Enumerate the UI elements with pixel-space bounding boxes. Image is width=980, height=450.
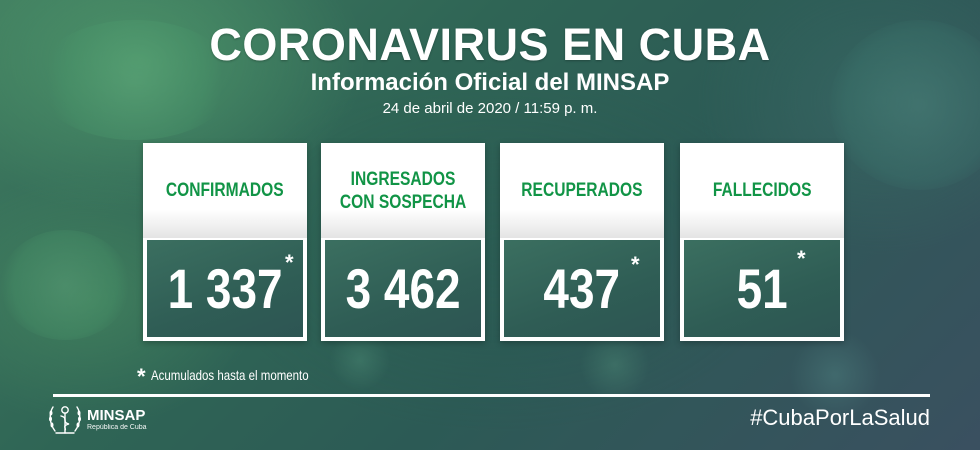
- card-label: CONFIRMADOS: [166, 180, 284, 201]
- minsap-emblem-icon: [49, 406, 81, 434]
- footnote-text: Acumulados hasta el momento: [151, 367, 310, 383]
- card-label: RECUPERADOS: [521, 180, 643, 201]
- virus-illustration: [0, 230, 130, 340]
- card-label: INGRESADOS CON SOSPECHA: [340, 168, 466, 214]
- stat-card-recuperados: RECUPERADOS 437 *: [500, 143, 664, 341]
- card-value-panel: 3 462: [325, 240, 481, 337]
- card-label-line: CON SOSPECHA: [339, 191, 467, 213]
- stat-card-fallecidos: FALLECIDOS 51 *: [680, 143, 844, 341]
- card-header: CONFIRMADOS: [143, 143, 307, 238]
- card-value: 437: [543, 256, 621, 320]
- stat-card-ingresados: INGRESADOS CON SOSPECHA 3 462: [321, 143, 485, 341]
- card-value-panel: 437 *: [504, 240, 660, 337]
- card-header: FALLECIDOS: [680, 143, 844, 238]
- footnote: * Acumulados hasta el momento: [137, 364, 344, 390]
- hashtag: #CubaPorLaSalud: [750, 405, 930, 430]
- page-subtitle: Información Oficial del MINSAP: [310, 69, 670, 96]
- asterisk-icon: *: [137, 364, 146, 389]
- stat-card-confirmados: CONFIRMADOS 1 337 *: [143, 143, 307, 341]
- asterisk-icon: *: [797, 246, 806, 271]
- card-header: INGRESADOS CON SOSPECHA: [321, 143, 485, 238]
- card-value: 3 462: [345, 256, 461, 320]
- card-value: 1 337: [167, 256, 283, 320]
- header: CORONAVIRUS EN CUBA Información Oficial …: [0, 22, 980, 118]
- minsap-logo: MINSAP República de Cuba: [46, 403, 147, 437]
- card-value-panel: 1 337 *: [147, 240, 303, 337]
- report-date: 24 de abril de 2020 / 11:59 p. m.: [382, 100, 598, 117]
- card-label: FALLECIDOS: [712, 180, 812, 201]
- logo-name: MINSAP: [87, 407, 146, 424]
- asterisk-icon: *: [285, 250, 294, 275]
- card-value: 51: [736, 256, 788, 320]
- card-label-line: INGRESADOS: [350, 168, 456, 190]
- card-value-panel: 51 *: [684, 240, 840, 337]
- divider: [53, 394, 930, 397]
- asterisk-icon: *: [631, 252, 640, 277]
- page-title: CORONAVIRUS EN CUBA: [209, 19, 771, 70]
- card-header: RECUPERADOS: [500, 143, 664, 238]
- logo-subtitle: República de Cuba: [87, 424, 147, 431]
- logo-text: MINSAP República de Cuba: [87, 408, 147, 432]
